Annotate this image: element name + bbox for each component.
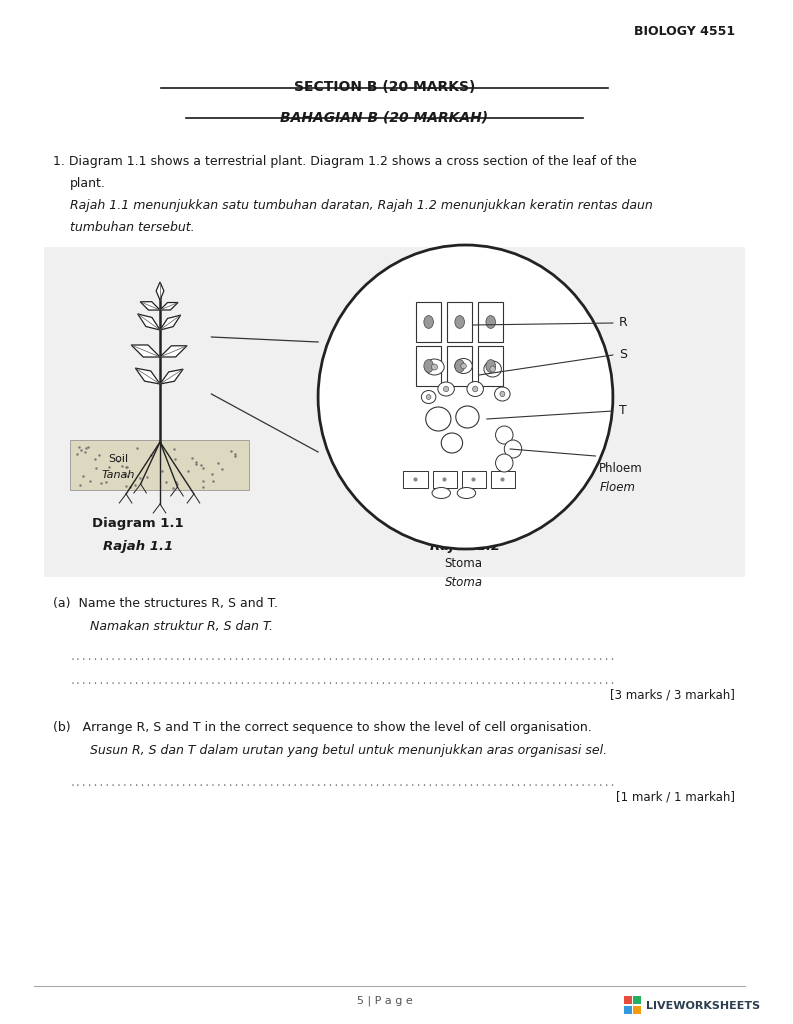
- Bar: [462, 471, 486, 488]
- Text: Rajah 1.2: Rajah 1.2: [431, 540, 500, 553]
- Polygon shape: [160, 346, 187, 357]
- Ellipse shape: [423, 359, 434, 373]
- Text: (b)   Arrange R, S and T in the correct sequence to show the level of cell organ: (b) Arrange R, S and T in the correct se…: [53, 721, 592, 734]
- Text: 1. Diagram 1.1 shows a terrestrial plant. Diagram 1.2 shows a cross section of t: 1. Diagram 1.1 shows a terrestrial plant…: [53, 155, 637, 168]
- Text: ................................................................................: ........................................…: [70, 676, 616, 686]
- Ellipse shape: [461, 364, 466, 369]
- Ellipse shape: [495, 387, 510, 401]
- Bar: [432, 471, 457, 488]
- Ellipse shape: [456, 406, 479, 428]
- Text: Diagram 1.1: Diagram 1.1: [92, 517, 183, 530]
- Text: Rajah 1.1: Rajah 1.1: [102, 540, 173, 553]
- Text: tumbuhan tersebut.: tumbuhan tersebut.: [70, 221, 194, 234]
- Circle shape: [496, 426, 513, 444]
- Bar: [478, 302, 504, 342]
- Text: T: T: [619, 404, 626, 418]
- Ellipse shape: [423, 315, 434, 329]
- Bar: [447, 346, 473, 386]
- Bar: [633, 1006, 642, 1014]
- Text: Floem: Floem: [600, 481, 635, 494]
- Bar: [633, 995, 642, 1005]
- Bar: [416, 346, 441, 386]
- Text: 5 | P a g e: 5 | P a g e: [357, 996, 412, 1007]
- Ellipse shape: [432, 487, 450, 499]
- Ellipse shape: [486, 359, 496, 373]
- Text: Stoma: Stoma: [445, 557, 483, 570]
- Ellipse shape: [427, 394, 431, 399]
- Text: Stoma: Stoma: [445, 575, 483, 589]
- Ellipse shape: [486, 315, 496, 329]
- Ellipse shape: [455, 358, 473, 374]
- Text: Tanah: Tanah: [102, 470, 135, 480]
- Text: ................................................................................: ........................................…: [70, 778, 616, 788]
- Text: R: R: [619, 316, 627, 330]
- Text: Rajah 1.1 menunjukkan satu tumbuhan daratan, Rajah 1.2 menunjukkan keratin renta: Rajah 1.1 menunjukkan satu tumbuhan dara…: [70, 199, 653, 212]
- Polygon shape: [156, 282, 164, 300]
- Text: LIVEWORKSHEETS: LIVEWORKSHEETS: [646, 1001, 760, 1011]
- Ellipse shape: [458, 487, 476, 499]
- Text: Phloem: Phloem: [600, 462, 643, 475]
- Text: S: S: [619, 348, 626, 361]
- Ellipse shape: [431, 364, 438, 370]
- Text: BIOLOGY 4551: BIOLOGY 4551: [634, 25, 735, 38]
- Ellipse shape: [473, 386, 478, 392]
- Circle shape: [504, 440, 522, 458]
- Bar: [70, 440, 249, 490]
- Text: plant.: plant.: [70, 177, 105, 190]
- Text: [1 mark / 1 markah]: [1 mark / 1 markah]: [616, 791, 735, 804]
- Bar: [623, 995, 632, 1005]
- Ellipse shape: [443, 386, 449, 391]
- Ellipse shape: [438, 382, 454, 396]
- Ellipse shape: [490, 366, 496, 372]
- Text: BAHAGIAN B (20 MARKAH): BAHAGIAN B (20 MARKAH): [281, 110, 488, 124]
- Polygon shape: [140, 302, 160, 310]
- Ellipse shape: [425, 359, 444, 375]
- Ellipse shape: [441, 433, 462, 453]
- Polygon shape: [136, 368, 160, 384]
- Bar: [447, 302, 473, 342]
- Text: [3 marks / 3 markah]: [3 marks / 3 markah]: [610, 689, 735, 702]
- Ellipse shape: [455, 315, 465, 329]
- Text: (a)  Name the structures R, S and T.: (a) Name the structures R, S and T.: [53, 597, 278, 610]
- Ellipse shape: [421, 390, 436, 403]
- Bar: [404, 471, 427, 488]
- Text: Diagram 1.2: Diagram 1.2: [419, 517, 511, 530]
- Ellipse shape: [484, 361, 501, 377]
- Ellipse shape: [467, 382, 484, 396]
- Circle shape: [496, 454, 513, 472]
- Bar: [623, 1006, 632, 1014]
- Text: Namakan struktur R, S dan T.: Namakan struktur R, S dan T.: [90, 620, 273, 633]
- Text: ................................................................................: ........................................…: [70, 652, 616, 662]
- Polygon shape: [160, 315, 181, 330]
- Text: SECTION B (20 MARKS): SECTION B (20 MARKS): [294, 80, 475, 94]
- Bar: [491, 471, 515, 488]
- Polygon shape: [160, 302, 178, 310]
- Ellipse shape: [455, 359, 465, 373]
- Text: Soil: Soil: [109, 454, 128, 464]
- Polygon shape: [160, 370, 183, 384]
- Bar: [416, 302, 441, 342]
- Ellipse shape: [426, 407, 451, 431]
- Bar: [44, 247, 745, 577]
- Text: Susun R, S dan T dalam urutan yang betul untuk menunjukkan aras organisasi sel.: Susun R, S dan T dalam urutan yang betul…: [90, 744, 607, 757]
- Circle shape: [318, 245, 613, 549]
- Polygon shape: [131, 345, 160, 357]
- Bar: [478, 346, 504, 386]
- Ellipse shape: [500, 391, 505, 396]
- Polygon shape: [138, 314, 160, 330]
